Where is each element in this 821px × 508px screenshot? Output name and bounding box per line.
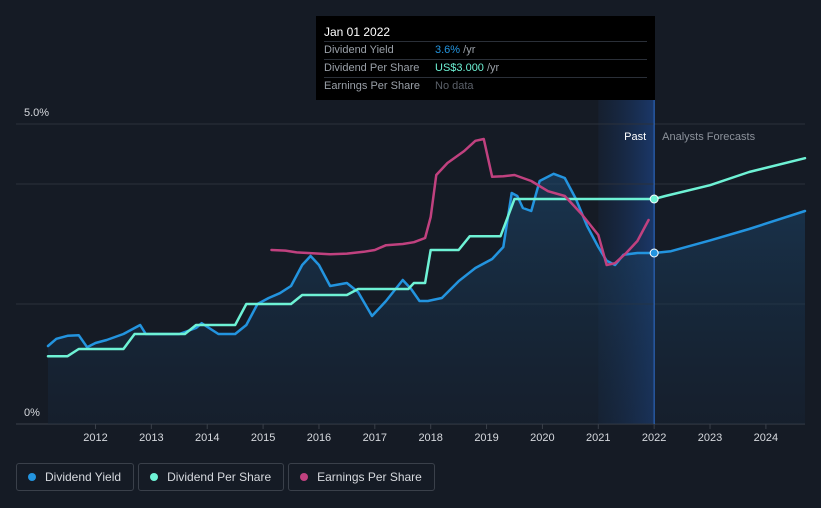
tooltip-row-dividend-yield: Dividend Yield 3.6% /yr [324,41,647,58]
earnings-per-share-dot-icon [300,473,309,481]
x-tick-label: 2014 [195,432,219,444]
y-tick-label: 5.0% [24,107,49,119]
x-tick-label: 2012 [83,432,107,444]
legend-item-earnings-per-share[interactable]: Earnings Per Share [288,463,435,491]
tooltip-row-earnings-per-share: Earnings Per Share No data [324,77,647,94]
tooltip-unit: /yr [483,62,500,74]
legend-item-dividend-per-share[interactable]: Dividend Per Share [138,463,285,491]
dividend-per-share-marker [649,194,659,204]
y-tick-label: 0% [24,407,40,419]
x-tick-label: 2015 [251,432,275,444]
x-tick-label: 2021 [586,432,610,444]
tooltip-label: Dividend Yield [324,44,394,56]
dividend-per-share-line [46,156,807,358]
tooltip-label: Dividend Per Share [324,62,420,74]
x-tick-label: 2023 [698,432,722,444]
x-tick-label: 2022 [642,432,666,444]
x-tick-label: 2019 [474,432,498,444]
x-tick-label: 2020 [530,432,554,444]
x-tick-label: 2018 [418,432,442,444]
dividend-per-share-dot-icon [150,473,159,481]
legend-label: Dividend Yield [45,470,122,484]
earnings-per-share-line [270,137,650,267]
tooltip-value: No data [435,80,474,92]
dividend-yield-marker [649,248,659,258]
past-label: Past [624,131,646,143]
legend: Dividend Yield Dividend Per Share Earnin… [16,463,435,491]
dividend-yield-dot-icon [28,473,36,481]
x-tick-label: 2017 [363,432,387,444]
x-tick-label: 2013 [139,432,163,444]
tooltip-date: Jan 01 2022 [324,25,391,39]
dividend-yield-area [48,173,805,424]
x-tick-label: 2016 [307,432,331,444]
tooltip: Jan 01 2022 Dividend Yield 3.6% /yr Divi… [316,16,655,100]
tooltip-row-dividend-per-share: Dividend Per Share US$3.000 /yr [324,59,647,76]
tooltip-unit: /yr [460,44,476,56]
legend-item-dividend-yield[interactable]: Dividend Yield [16,463,135,491]
legend-label: Dividend Per Share [167,470,272,484]
forecast-label: Analysts Forecasts [662,131,755,143]
tooltip-label: Earnings Per Share [324,80,420,92]
tooltip-value: US$3.000 [435,62,484,74]
legend-label: Earnings Per Share [317,470,422,484]
x-tick-label: 2024 [754,432,778,444]
tooltip-value: 3.6% [435,44,461,56]
